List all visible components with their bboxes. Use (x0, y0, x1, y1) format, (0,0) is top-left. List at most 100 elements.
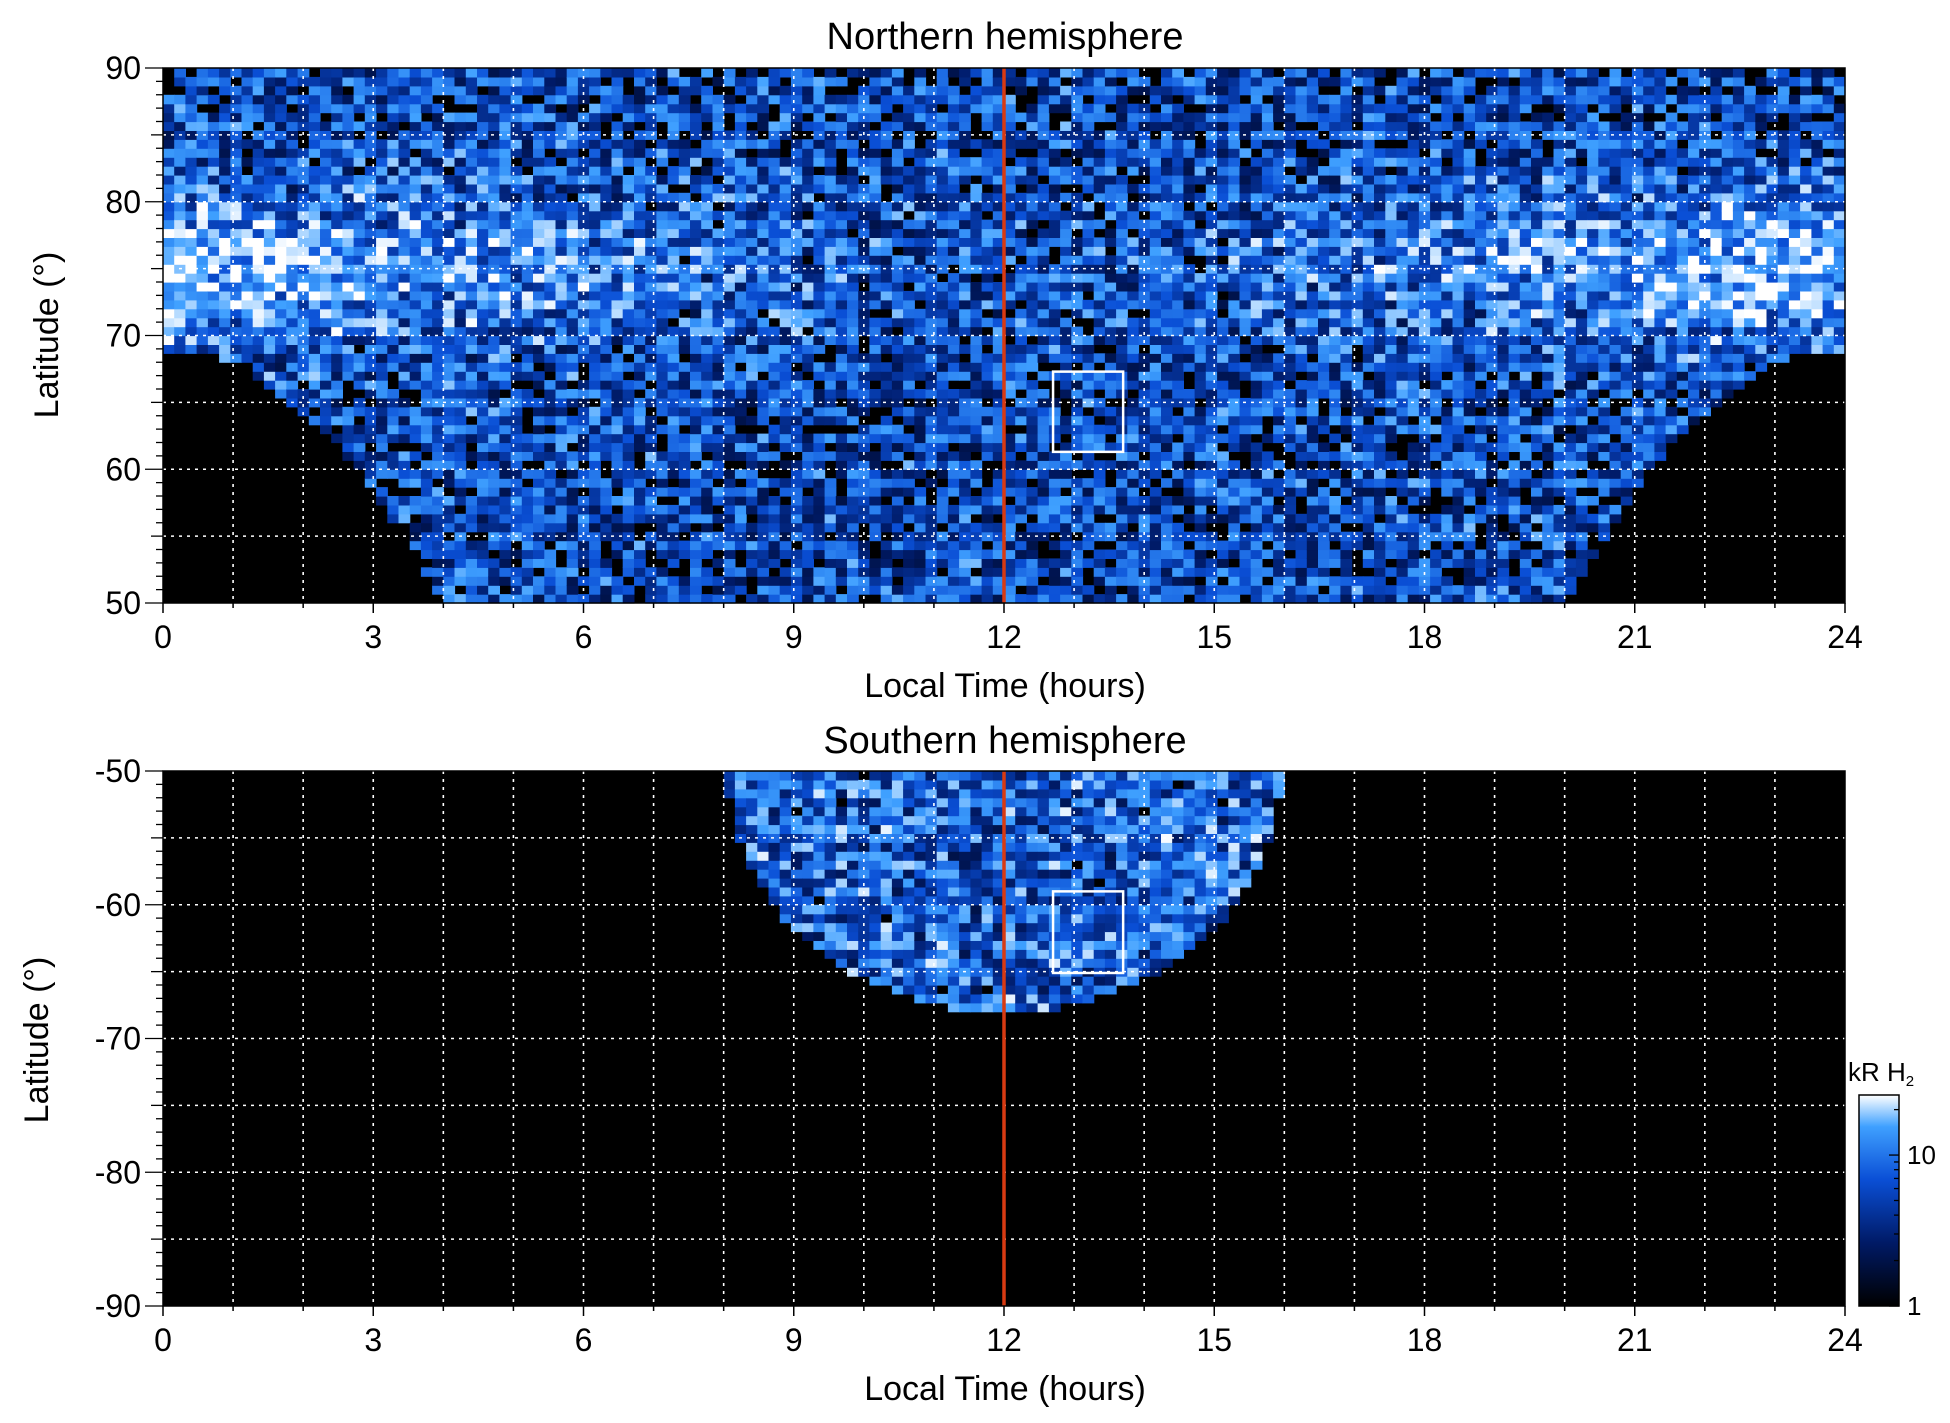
north-heat-cell (320, 389, 332, 399)
north-heat-cell (420, 335, 433, 345)
north-heat-cell (1060, 192, 1072, 203)
north-heat-cell (858, 94, 870, 105)
north-heat-cell (880, 451, 893, 461)
north-heat-cell (499, 183, 512, 194)
north-heat-cell (768, 94, 781, 105)
north-heat-cell (790, 121, 803, 131)
north-heat-cell (589, 442, 601, 452)
north-heat-cell (207, 308, 220, 319)
north-heat-cell (510, 228, 523, 238)
north-heat-cell (432, 415, 444, 426)
north-heat-cell (1172, 576, 1184, 586)
north-heat-cell (589, 353, 601, 363)
north-heat-cell (1250, 442, 1263, 452)
north-heat-cell (589, 148, 601, 158)
north-heat-cell (510, 76, 523, 87)
north-heat-cell (1093, 192, 1106, 203)
north-heat-cell (409, 371, 422, 381)
north-heat-cell (1273, 397, 1285, 408)
north-heat-cell (903, 335, 915, 345)
north-heat-cell (1205, 389, 1218, 399)
north-heat-cell (1149, 540, 1162, 551)
north-heat-cell (577, 139, 590, 149)
north-heat-cell (252, 148, 265, 158)
north-heat-cell (1261, 175, 1274, 185)
north-heat-cell (510, 201, 523, 212)
north-heat-cell (241, 183, 254, 194)
north-heat-cell (477, 585, 489, 595)
north-heat-cell (308, 166, 321, 176)
north-heat-cell (835, 353, 848, 363)
north-heat-cell (723, 210, 736, 221)
north-heat-cell (656, 469, 669, 479)
north-heat-cell (1015, 567, 1027, 577)
north-heat-cell (488, 335, 500, 345)
north-heat-cell (477, 264, 489, 274)
north-heat-cell (656, 594, 669, 604)
north-heat-cell (667, 148, 680, 158)
north-heat-cell (477, 157, 489, 167)
north-heat-cell (970, 558, 983, 568)
north-heat-cell (847, 219, 859, 230)
north-heat-cell (981, 594, 994, 604)
north-heat-cell (555, 576, 568, 586)
north-heat-cell (1104, 585, 1117, 595)
north-heat-cell (1239, 68, 1252, 78)
north-heat-cell (1273, 353, 1285, 363)
north-heat-cell (802, 389, 814, 399)
north-heat-cell (544, 558, 557, 568)
north-heat-cell (364, 406, 377, 417)
north-heat-cell (1250, 255, 1263, 265)
north-heat-cell (835, 442, 848, 452)
north-heat-cell (443, 442, 456, 452)
north-heat-cell (813, 326, 826, 337)
north-heat-cell (947, 103, 960, 114)
north-heat-cell (1250, 94, 1263, 105)
north-heat-cell (499, 246, 512, 256)
north-heat-cell (398, 255, 411, 265)
north-heat-cell (835, 326, 848, 337)
north-heat-cell (757, 148, 770, 158)
north-heat-cell (959, 487, 971, 497)
north-heat-cell (364, 246, 377, 256)
north-heat-cell (757, 94, 770, 105)
north-heat-cell (555, 513, 568, 524)
north-heat-cell (1194, 460, 1207, 470)
north-heat-cell (510, 415, 523, 426)
north-heat-cell (936, 442, 949, 452)
north-heat-cell (1060, 103, 1072, 114)
north-heat-cell (398, 290, 411, 301)
north-heat-cell (555, 335, 568, 345)
north-heat-cell (723, 273, 736, 283)
north-heat-cell (1149, 451, 1162, 461)
north-heat-cell (566, 299, 579, 310)
north-heat-cell (544, 175, 557, 185)
north-heat-cell (1172, 76, 1184, 87)
north-heat-cell (263, 94, 276, 105)
north-heat-cell (847, 522, 859, 533)
north-heat-cell (768, 433, 781, 444)
north-heat-cell (1261, 219, 1274, 230)
north-heat-cell (252, 183, 265, 194)
north-heat-cell (544, 362, 557, 372)
north-heat-cell (1104, 157, 1117, 167)
north-heat-cell (1250, 362, 1263, 372)
north-heat-cell (914, 567, 927, 577)
north-heat-cell (1250, 317, 1263, 328)
north-heat-cell (1239, 433, 1252, 444)
north-heat-cell (420, 353, 433, 363)
north-heat-cell (981, 353, 994, 363)
north-heat-cell (981, 433, 994, 444)
north-heat-cell (678, 282, 691, 292)
north-heat-cell (634, 353, 646, 363)
north-heat-cell (376, 371, 388, 381)
north-heat-cell (903, 246, 915, 256)
north-heat-cell (1183, 166, 1196, 176)
north-heat-cell (1161, 103, 1173, 114)
north-heat-cell (667, 504, 680, 515)
north-heat-cell (1161, 460, 1173, 470)
north-heat-cell (634, 299, 646, 310)
north-heat-cell (589, 549, 601, 559)
north-heat-cell (981, 317, 994, 328)
north-heat-cell (690, 76, 702, 87)
